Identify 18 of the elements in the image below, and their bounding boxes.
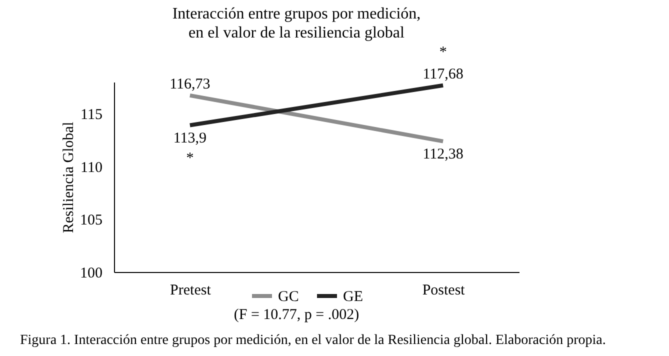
x-tick-label: Pretest xyxy=(170,282,212,298)
text: (F = 10.77, p = .002) xyxy=(234,307,360,323)
data-label: 112,38 xyxy=(422,146,464,162)
y-axis-title: Resiliencia Global xyxy=(61,122,77,234)
y-tick-label: 110 xyxy=(80,160,102,176)
legend-label: GC xyxy=(278,289,299,305)
text: Figura 1. Interacción entre grupos por medición, en el valor de la Resiliencia global. Elaboración propia. xyxy=(20,333,606,348)
y-tick-label: 100 xyxy=(80,266,102,282)
data-label: 113,9 xyxy=(173,130,207,146)
y-tick-label: 105 xyxy=(80,212,102,229)
annotation: * xyxy=(439,44,447,60)
x-tick-label: Postest xyxy=(422,282,466,298)
chart-title: Interacción entre grupos por medición, en el valor de la resiliencia global xyxy=(172,5,421,42)
legend-label: GE xyxy=(343,289,363,305)
data-label: 117,68 xyxy=(422,66,464,82)
data-label: 116,73 xyxy=(170,76,210,92)
y-tick-label: 115 xyxy=(80,107,102,124)
annotation: * xyxy=(186,150,194,166)
